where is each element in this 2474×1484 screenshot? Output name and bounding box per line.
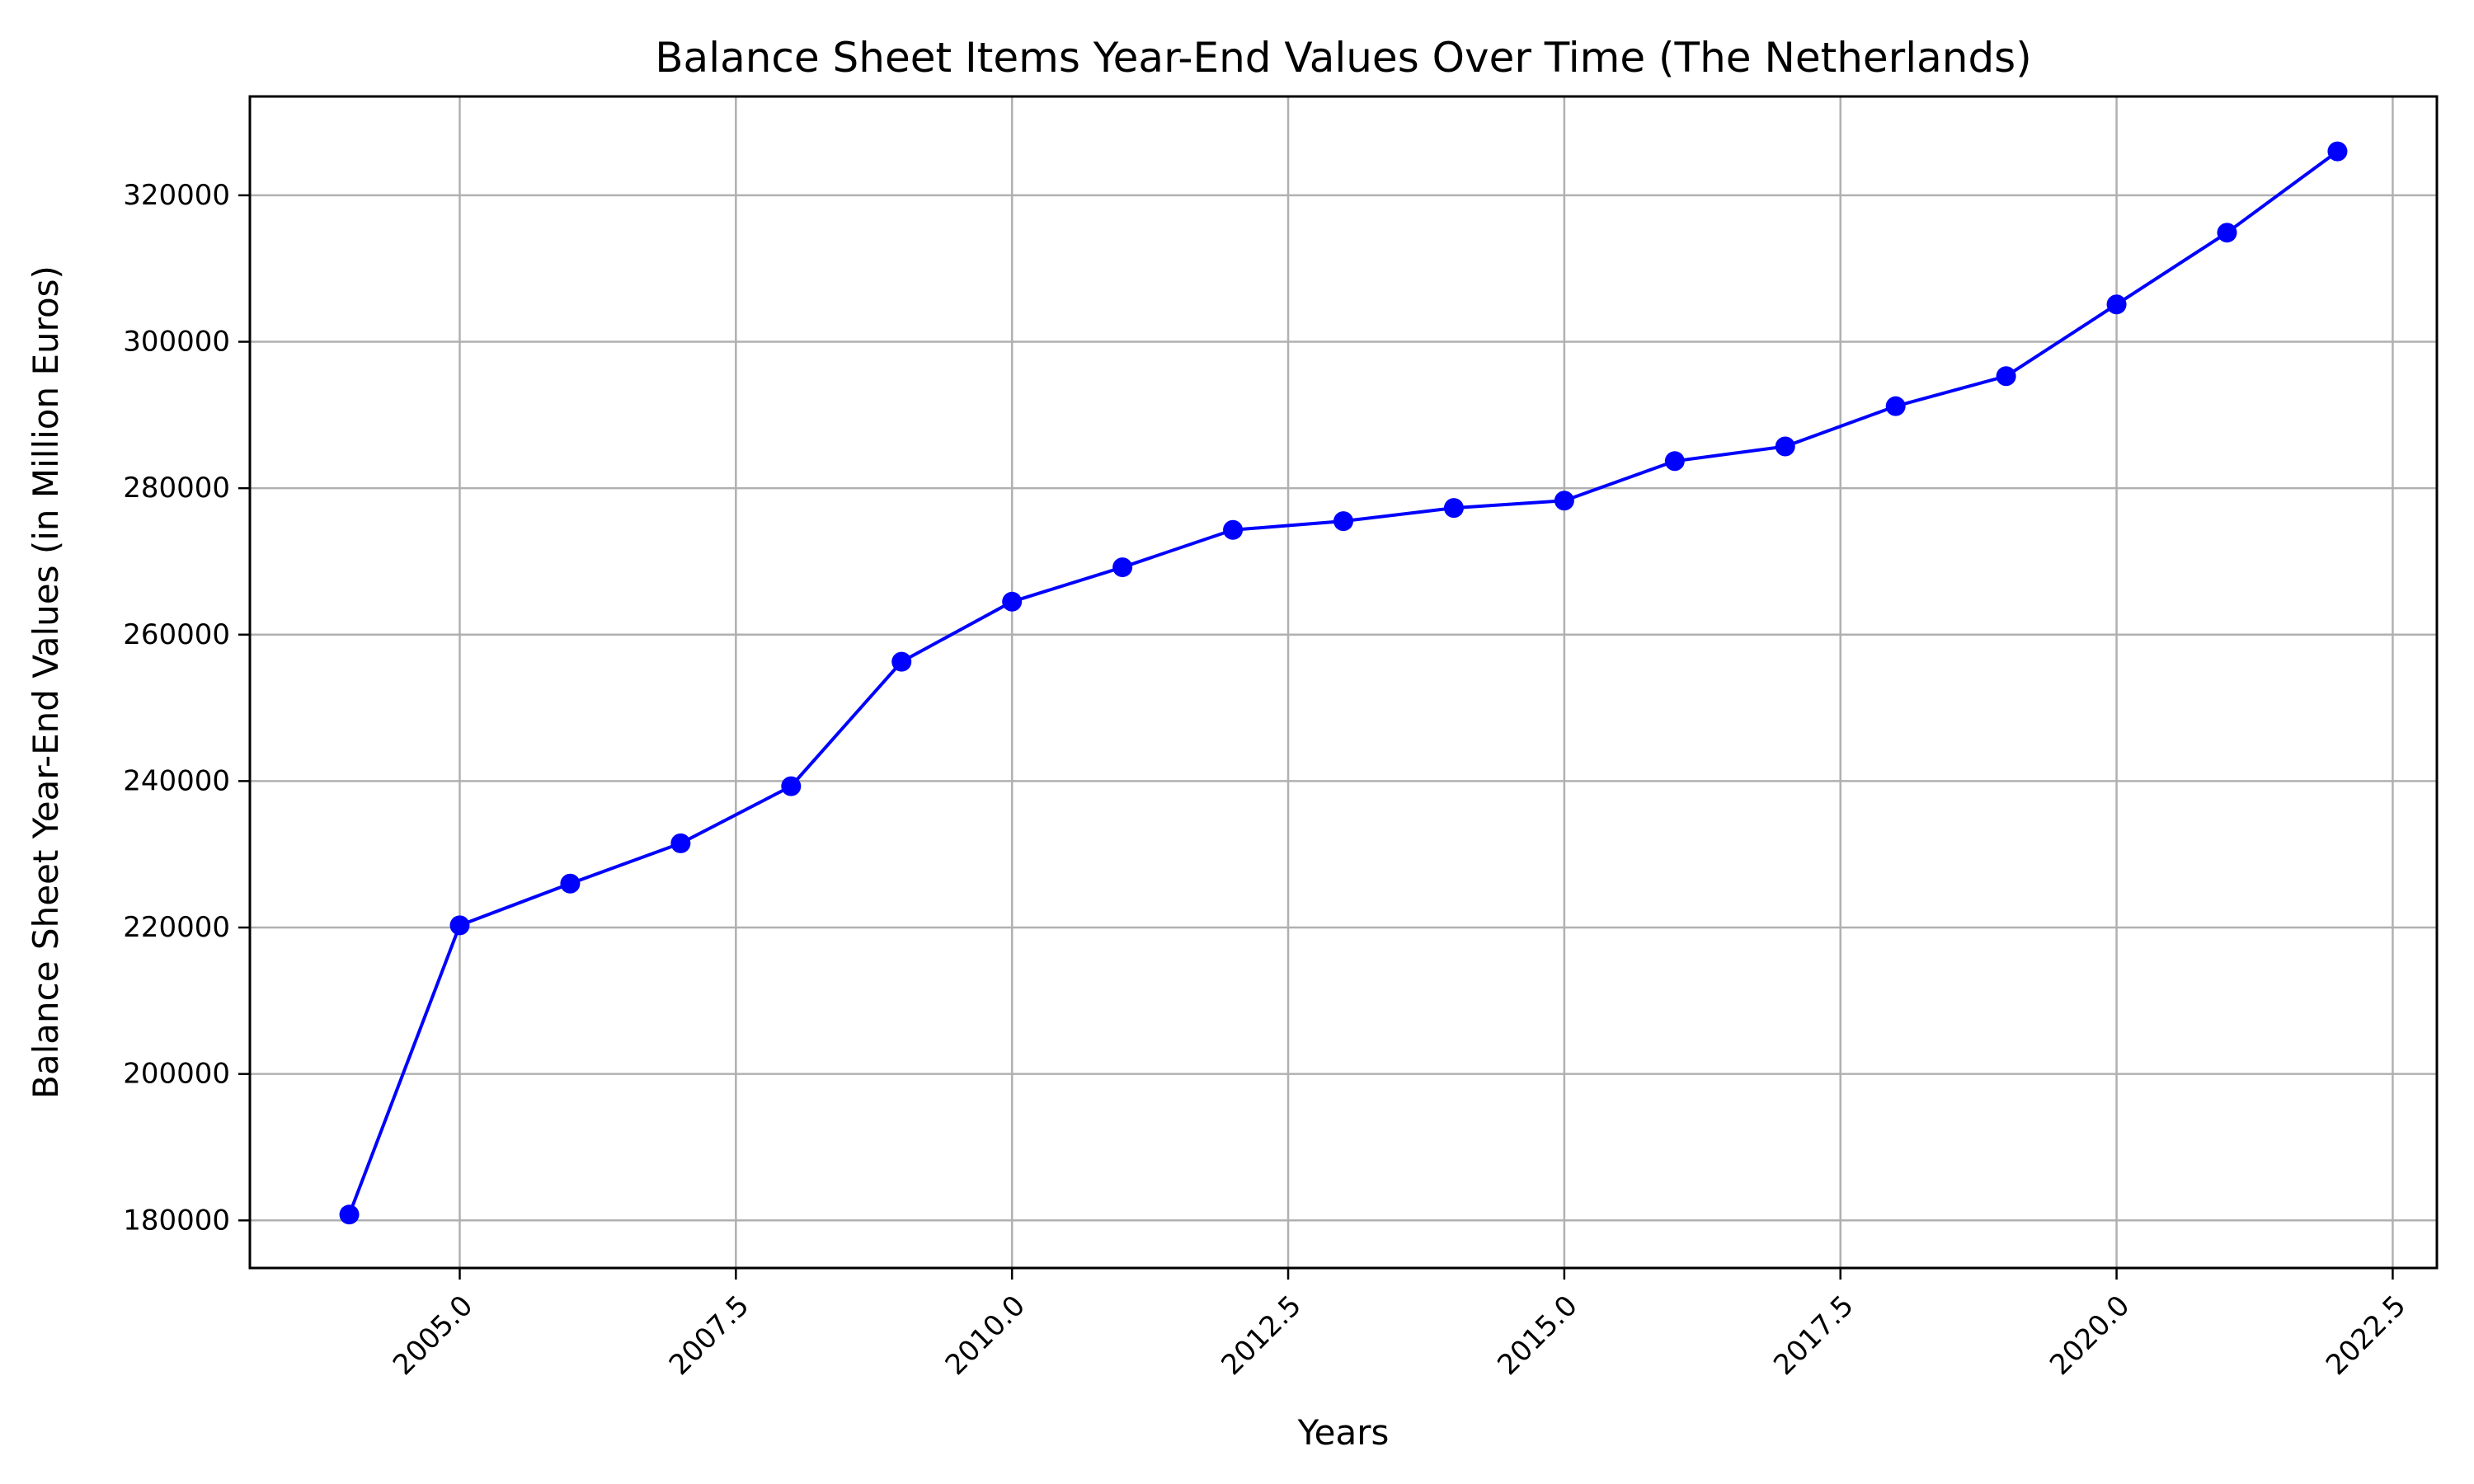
y-axis-title: Balance Sheet Year-End Values (in Millio… (26, 265, 66, 1099)
series-layer (339, 141, 2348, 1225)
y-tick-label: 320000 (123, 179, 230, 212)
data-point (560, 873, 581, 894)
chart-title: Balance Sheet Items Year-End Values Over… (655, 34, 2031, 82)
data-point (1554, 491, 1574, 511)
y-tick-label: 200000 (123, 1058, 230, 1091)
data-point (1223, 519, 1244, 540)
plot-frame (248, 95, 2439, 1270)
data-point (670, 833, 691, 853)
data-point (449, 915, 470, 936)
y-tick-label: 300000 (123, 326, 230, 359)
data-point (1333, 511, 1353, 532)
data-point (1775, 436, 1795, 457)
y-tick-label: 280000 (123, 472, 230, 505)
y-tick-label: 240000 (123, 764, 230, 797)
data-point (781, 776, 802, 796)
data-point (1996, 366, 2016, 387)
data-point (2106, 294, 2127, 315)
data-point (1443, 498, 1464, 519)
data-point (1885, 396, 1906, 416)
data-point (2327, 141, 2348, 162)
data-point (891, 651, 912, 672)
data-point (2217, 223, 2237, 243)
data-point (1664, 451, 1685, 472)
data-point (339, 1205, 360, 1225)
x-axis-title: Years (1297, 1412, 1390, 1453)
data-point (1112, 557, 1133, 578)
grid-lines (250, 96, 2437, 1268)
y-tick-label: 260000 (123, 618, 230, 651)
data-point (1002, 591, 1023, 612)
y-tick-label: 220000 (123, 911, 230, 944)
y-tick-label: 180000 (123, 1204, 230, 1237)
